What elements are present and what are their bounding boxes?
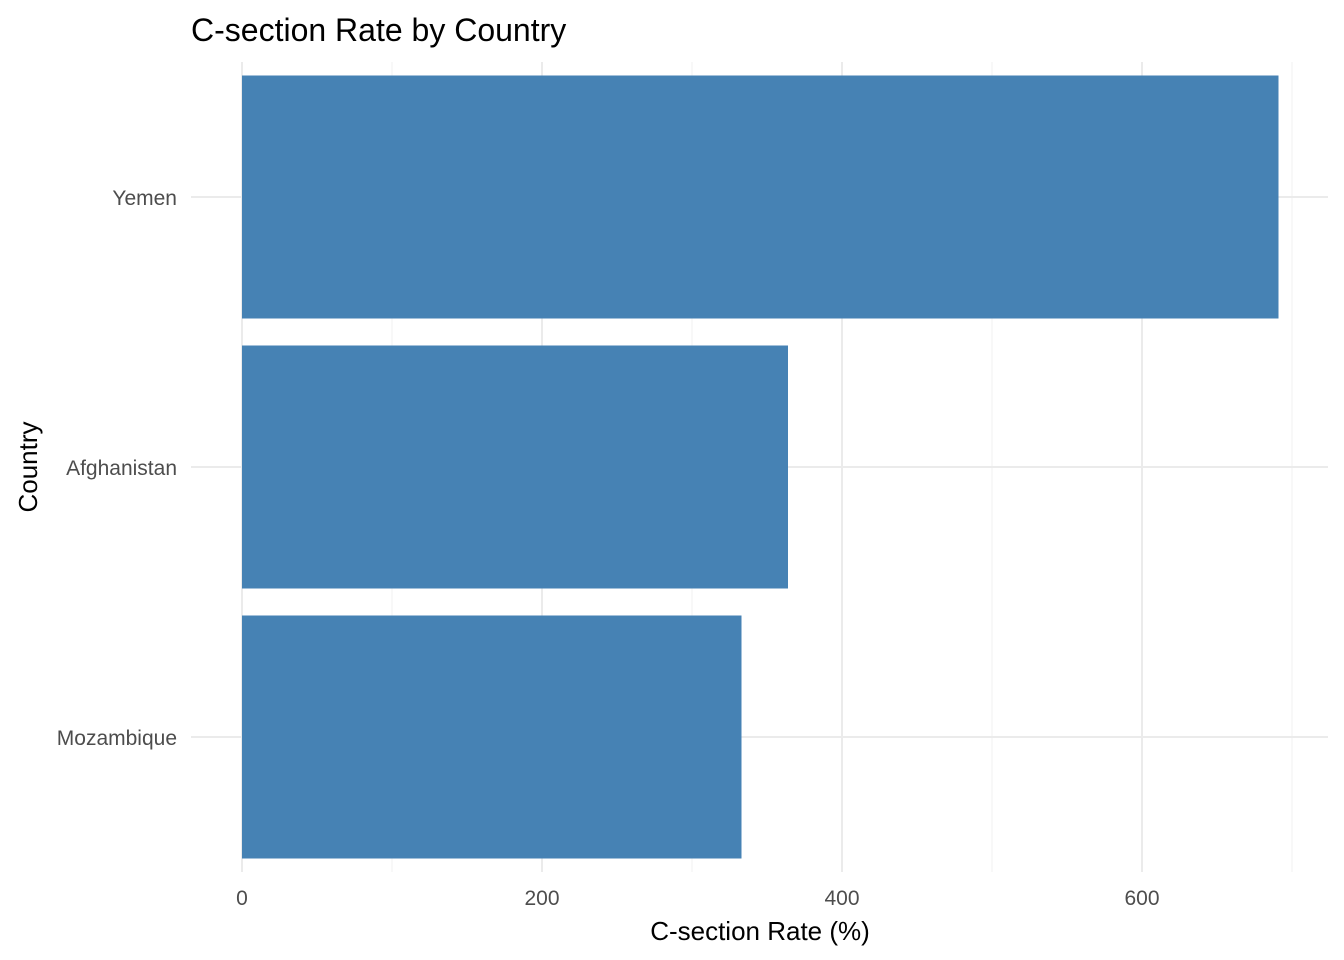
x-tick-label: 400 — [824, 887, 859, 910]
bars — [242, 75, 1279, 859]
y-axis-title: Country — [13, 421, 43, 512]
x-axis-title: C-section Rate (%) — [650, 916, 870, 946]
x-tick-label: 0 — [236, 887, 248, 910]
y-tick-label: Yemen — [112, 187, 177, 210]
y-tick-label: Mozambique — [57, 727, 177, 750]
bar-mozambique — [242, 615, 742, 859]
y-tick-labels: Yemen Afghanistan Mozambique — [57, 187, 177, 750]
x-tick-labels: 0 200 400 600 — [236, 887, 1159, 910]
chart-title: C-section Rate by Country — [191, 12, 566, 48]
x-tick-label: 600 — [1124, 887, 1159, 910]
y-tick-label: Afghanistan — [66, 457, 177, 480]
bar-yemen — [242, 75, 1279, 319]
bar-afghanistan — [242, 345, 788, 589]
x-tick-label: 200 — [524, 887, 559, 910]
